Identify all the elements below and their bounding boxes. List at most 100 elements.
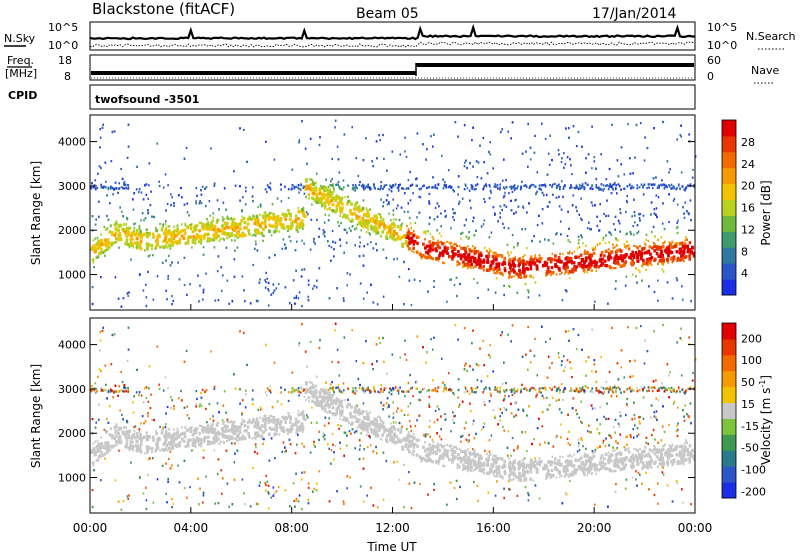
echo-cell: [500, 254, 504, 258]
echo-cell: [360, 208, 363, 212]
echo-cell: [683, 216, 686, 219]
echo-cell: [592, 251, 596, 255]
echo-cell: [342, 297, 345, 300]
echo-cell: [464, 246, 467, 251]
echo-cell: [626, 185, 629, 188]
echo-cell: [386, 203, 389, 206]
echo-cell: [355, 185, 358, 188]
echo-cell: [268, 229, 271, 233]
noise-left-tick-bottom: 10^0: [48, 39, 78, 52]
echo-cell: [389, 224, 392, 228]
echo-cell: [617, 219, 620, 222]
echo-cell: [608, 266, 611, 269]
echo-cell: [607, 302, 609, 305]
echo-cell: [379, 234, 382, 237]
echo-cell: [321, 205, 323, 208]
echo-cell: [452, 212, 455, 215]
echo-cell: [273, 216, 277, 220]
echo-cell: [321, 186, 324, 190]
echo-cell: [307, 283, 310, 286]
echo-cell: [468, 189, 471, 192]
echo-cell: [495, 264, 499, 268]
echo-cell: [442, 178, 444, 181]
echo-cell: [585, 244, 587, 247]
echo-cell: [605, 184, 607, 188]
echo-cell: [526, 211, 528, 214]
echo-cell: [120, 186, 123, 189]
echo-cell: [383, 157, 385, 160]
echo-cell: [393, 238, 397, 242]
echo-cell: [461, 231, 464, 234]
echo-cell: [330, 209, 333, 212]
echo-cell: [482, 188, 484, 191]
echo-cell: [335, 208, 339, 212]
echo-cell: [264, 286, 267, 289]
echo-cell: [241, 275, 244, 278]
echo-cell: [540, 184, 543, 187]
echo-cell: [356, 217, 360, 221]
echo-cell: [594, 300, 596, 303]
echo-cell: [355, 202, 357, 205]
echo-cell: [259, 224, 262, 228]
echo-cell: [614, 255, 617, 259]
echo-cell: [346, 284, 348, 287]
echo-cell: [156, 275, 159, 278]
echo-cell: [364, 187, 366, 190]
echo-cell: [197, 236, 201, 240]
echo-cell: [98, 200, 100, 203]
echo-cell: [389, 184, 391, 187]
echo-cell: [312, 187, 315, 191]
echo-cell: [653, 212, 656, 215]
echo-cell: [565, 269, 568, 273]
echo-cell: [216, 199, 219, 202]
echo-cell: [94, 247, 97, 251]
echo-cell: [294, 302, 296, 305]
echo-cell: [233, 170, 235, 173]
echo-cell: [408, 279, 411, 282]
echo-cell: [501, 128, 503, 131]
echo-cell: [362, 254, 365, 257]
echo-cell: [490, 250, 492, 253]
echo-cell: [169, 239, 173, 243]
echo-cell: [357, 206, 360, 210]
echo-cell: [239, 127, 241, 130]
echo-cell: [665, 184, 667, 187]
echo-cell: [204, 233, 207, 237]
echo-cell: [107, 187, 110, 191]
echo-cell: [327, 219, 330, 222]
echo-cell: [121, 177, 124, 181]
echo-cell: [600, 183, 603, 186]
echo-cell: [637, 230, 640, 233]
echo-cell: [581, 264, 584, 268]
echo-cell: [379, 215, 383, 219]
echo-cell: [225, 225, 228, 229]
echo-cell: [244, 300, 246, 303]
echo-cell: [365, 185, 368, 188]
echo-cell: [165, 220, 167, 223]
echo-cell: [516, 187, 518, 190]
echo-cell: [346, 231, 348, 234]
echo-cell: [244, 203, 247, 206]
echo-cell: [570, 260, 573, 264]
echo-cell: [625, 210, 627, 214]
echo-cell: [314, 242, 316, 245]
freq-left-tick-top: 18: [58, 54, 72, 67]
echo-cell: [360, 224, 363, 227]
echo-cell: [466, 187, 469, 190]
echo-cell: [198, 202, 201, 205]
echo-cell: [580, 234, 582, 237]
echo-cell: [273, 158, 276, 161]
echo-cell: [96, 242, 99, 246]
echo-cell: [147, 212, 149, 215]
echo-cell: [102, 251, 105, 254]
echo-cell: [400, 225, 403, 228]
echo-cell: [200, 193, 203, 196]
echo-cell: [169, 247, 172, 250]
echo-cell: [588, 265, 591, 269]
echo-cell: [273, 229, 277, 233]
echo-cell: [551, 185, 553, 188]
echo-cell: [420, 187, 423, 190]
echo-cell: [91, 302, 94, 306]
echo-cell: [676, 221, 678, 224]
echo-cell: [276, 215, 280, 219]
